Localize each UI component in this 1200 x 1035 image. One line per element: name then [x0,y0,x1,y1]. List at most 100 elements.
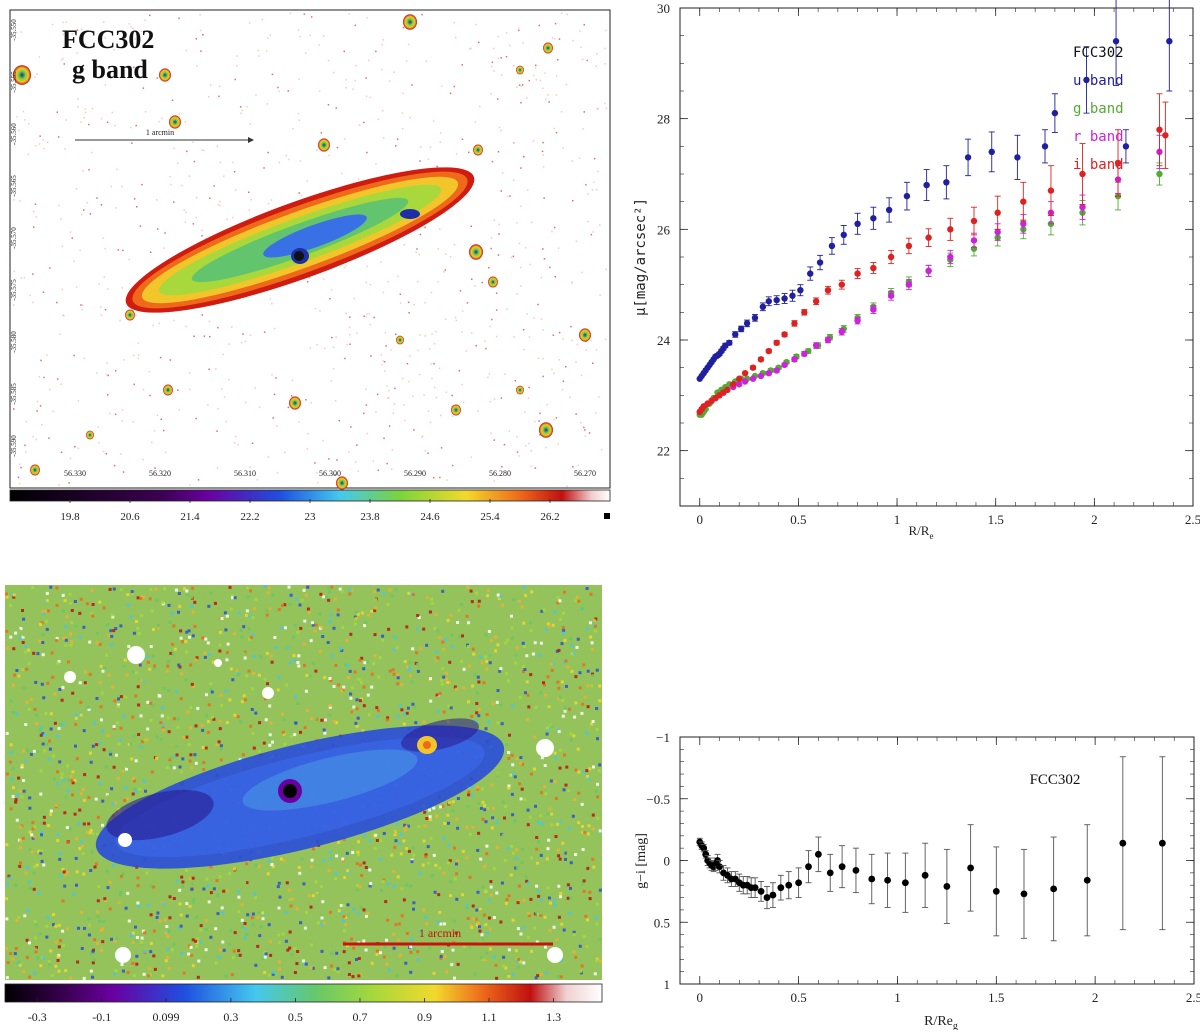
noise-speck [419,334,421,336]
map-pixel [56,734,60,738]
map-pixel [49,712,53,716]
map-pixel [425,643,429,647]
map-pixel [267,923,271,927]
map-pixel [418,872,422,876]
map-pixel [467,700,470,704]
map-pixel [549,662,553,666]
map-colorbar-tick-label: 1.3 [546,1010,561,1024]
map-pixel [477,921,480,925]
map-pixel [220,617,224,620]
map-pixel [581,848,585,851]
map-pixel [305,674,309,677]
map-pixel [61,899,65,903]
map-pixel [386,716,390,720]
map-pixel [20,765,24,769]
map-pixel [400,708,404,712]
map-pixel [24,723,28,726]
map-pixel [161,601,164,605]
map-pixel [79,910,83,914]
noise-speck [62,314,64,317]
noise-speck [348,334,351,336]
noise-speck [557,247,560,249]
noise-speck [585,184,587,186]
map-pixel [146,700,150,704]
noise-speck [497,57,500,60]
map-pixel [496,657,500,661]
map-pixel [594,916,598,920]
map-pixel [362,667,366,671]
data-point [759,303,767,310]
map-pixel [82,822,86,826]
noise-speck [14,143,16,146]
map-pixel [536,974,540,978]
map-pixel [489,880,493,883]
map-pixel [349,696,353,700]
noise-speck [76,29,79,31]
map-pixel [386,602,390,606]
map-pixel [75,837,79,841]
map-pixel [459,603,463,606]
map-pixel [68,592,72,596]
map-pixel [503,634,506,638]
y-tick-label: 1 [664,977,671,992]
noise-speck [32,226,35,228]
map-pixel [152,954,156,958]
map-pixel [22,810,26,814]
noise-speck [107,374,109,377]
noise-speck [551,37,554,39]
data-point [1114,159,1122,167]
noise-speck [300,194,303,197]
map-pixel [591,672,594,676]
noise-speck [155,199,158,201]
noise-speck [516,451,519,453]
map-pixel [311,894,315,898]
map-pixel [391,668,395,672]
map-pixel [47,960,51,963]
noise-speck [490,247,492,250]
map-pixel [520,605,524,609]
noise-speck [552,334,555,336]
noise-speck [36,400,39,403]
map-pixel [107,673,111,677]
g-i-color-map: 1 arcmin -0.3 -0.1 0.099 0.3 0.5 0.7 0.9 1.1 1.3 [4,585,603,1024]
map-pixel [356,912,360,916]
map-pixel [440,679,444,683]
noise-speck [404,419,406,422]
noise-speck [527,397,530,400]
map-pixel [300,857,304,861]
map-pixel [401,662,405,666]
map-pixel [293,623,297,627]
map-pixel [270,609,274,613]
noise-speck [597,170,599,173]
map-pixel [276,688,280,692]
noise-speck [74,446,76,448]
map-pixel [58,723,62,727]
map-pixel [250,708,254,711]
noise-speck [237,443,239,446]
map-pixel [376,956,379,960]
map-pixel [160,684,164,688]
map-pixel [95,697,99,700]
map-pixel [507,786,511,790]
noise-speck [490,237,493,239]
map-pixel [553,903,557,907]
noise-speck [497,98,499,100]
noise-speck [248,191,250,193]
noise-speck [318,44,320,46]
map-pixel [481,817,485,821]
map-pixel [503,768,507,772]
map-pixel [34,950,38,954]
map-pixel [543,915,547,919]
noise-speck [192,223,195,225]
map-pixel [169,651,173,655]
map-pixel [444,638,448,641]
map-pixel [36,956,40,960]
map-pixel [113,801,117,805]
map-pixel [231,596,234,600]
map-pixel [568,707,571,711]
map-pixel [113,677,117,681]
map-pixel [21,836,25,840]
map-pixel [550,823,554,827]
map-pixel [133,779,136,783]
map-pixel [161,974,165,978]
